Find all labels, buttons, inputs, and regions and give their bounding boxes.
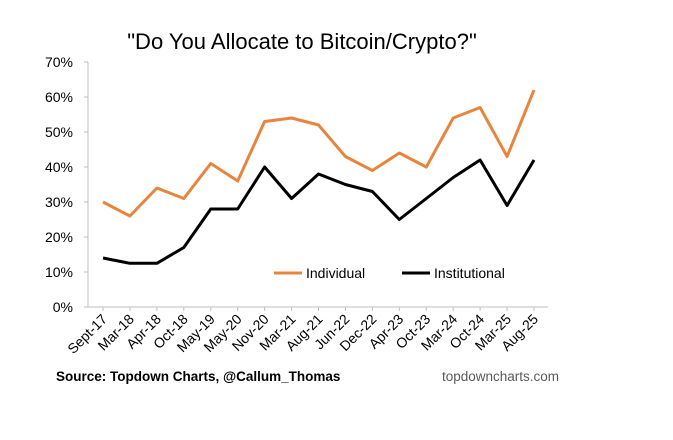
legend-label-institutional: Institutional	[434, 265, 505, 281]
series-layer	[102, 89, 536, 265]
legend: Individual Institutional	[274, 265, 505, 281]
y-tick-label: 60%	[45, 89, 73, 105]
chart-title: "Do You Allocate to Bitcoin/Crypto?"	[127, 29, 477, 54]
y-tick-label: 0%	[53, 299, 73, 315]
legend-label-individual: Individual	[306, 265, 365, 281]
source-note: Source: Topdown Charts, @Callum_Thomas	[56, 369, 341, 384]
y-tick-label: 70%	[45, 54, 73, 70]
y-tick-label: 10%	[45, 264, 73, 280]
y-tick-label: 30%	[45, 194, 73, 210]
series-line-institutional	[102, 158, 536, 265]
series-line-individual	[102, 89, 536, 218]
brand-link: topdowncharts.com	[442, 369, 560, 384]
y-tick-label: 50%	[45, 124, 73, 140]
y-tick-label: 40%	[45, 159, 73, 175]
x-axis: Sept-17Mar-18Apr-18Oct-18May-19May-20Nov…	[64, 306, 548, 357]
y-tick-label: 20%	[45, 229, 73, 245]
y-axis: 0% 10% 20% 30% 40% 50% 60% 70%	[45, 54, 89, 315]
